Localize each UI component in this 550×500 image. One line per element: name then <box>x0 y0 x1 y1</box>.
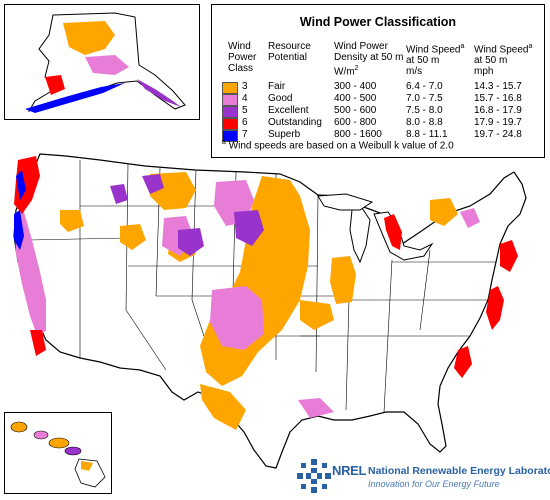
legend-row-class-5: 5 Excellent 500 - 600 7.5 - 8.0 16.8 - 1… <box>212 105 542 118</box>
header-density: Wind Power Density at 50 m W/m2 <box>334 41 404 78</box>
lake-michigan <box>349 207 371 264</box>
nrel-sunburst-icon <box>297 459 331 493</box>
header-potential: Resource Potential <box>268 41 311 63</box>
header-speed-mph: Wind Speeda at 50 m mph <box>474 43 533 78</box>
hawaii-map <box>10 421 106 488</box>
legend-row-class-6: 6 Outstanding 600 - 800 8.0 - 8.8 17.9 -… <box>212 117 542 130</box>
wind-class-5-areas <box>110 174 264 256</box>
swatch-class-3 <box>222 82 238 94</box>
header-class: Wind Power Class <box>228 41 257 74</box>
legend-footnote: a Wind speeds are based on a Weibull k v… <box>222 139 454 152</box>
wind-classification-legend: Wind Power Classification Wind Power Cla… <box>211 4 545 158</box>
legend-row-class-4: 4 Good 400 - 500 7.0 - 7.5 15.7 - 16.8 <box>212 93 542 106</box>
nrel-wordmark: NREL <box>332 463 367 478</box>
swatch-class-4 <box>222 94 238 106</box>
alaska-map <box>25 12 186 113</box>
legend-title: Wind Power Classification <box>299 15 457 29</box>
nrel-tagline: Innovation for Our Energy Future <box>368 479 500 489</box>
alaska-inset <box>4 4 200 120</box>
legend-row-class-7: 7 Superb 800 - 1600 8.8 - 11.1 19.7 - 24… <box>212 129 542 142</box>
header-speed-ms: Wind Speeda at 50 m m/s <box>406 43 465 78</box>
nrel-logo: NREL National Renewable Energy Laborator… <box>296 456 550 496</box>
wind-class-7-areas <box>14 170 26 250</box>
legend-row-class-3: 3 Fair 300 - 400 6.4 - 7.0 14.3 - 15.7 <box>212 81 542 94</box>
hawaii-inset <box>4 412 112 494</box>
swatch-class-7 <box>222 130 238 142</box>
lake-superior <box>317 193 374 211</box>
swatch-class-6 <box>222 118 238 130</box>
nrel-lab-name: National Renewable Energy Laboratory <box>368 465 550 477</box>
wind-class-6-areas <box>14 156 518 378</box>
swatch-class-5 <box>222 106 238 118</box>
